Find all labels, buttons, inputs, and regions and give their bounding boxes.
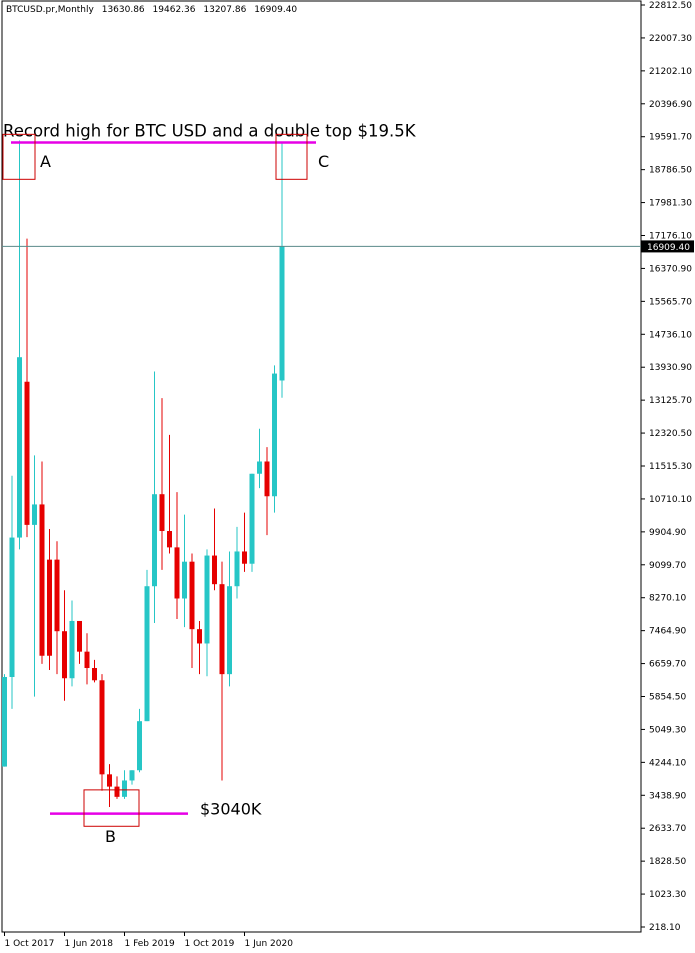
- open-value: 13630.86: [101, 5, 145, 15]
- current-price-tag: [641, 240, 694, 253]
- y-tick-label: 2633.70: [649, 824, 686, 834]
- candle-body: [167, 531, 172, 548]
- y-tick-label: 3438.90: [649, 791, 686, 801]
- y-tick-label: 218.10: [649, 923, 681, 933]
- candle-body: [219, 584, 225, 675]
- label-b: B: [105, 827, 116, 846]
- candle-body: [212, 555, 217, 585]
- candle-body: [24, 381, 30, 525]
- candle-body: [47, 559, 52, 656]
- box-c: [275, 133, 308, 180]
- y-tick-label: 1828.50: [649, 857, 686, 867]
- label-c: C: [318, 152, 329, 171]
- y-tick-label: 13930.90: [649, 363, 692, 373]
- symbol-label: BTCUSD.pr,Monthly: [6, 5, 94, 15]
- candle-body: [77, 620, 82, 652]
- close-value: 16909.40: [254, 5, 298, 15]
- candle-body: [92, 668, 97, 681]
- y-tick-label: 9904.90: [649, 528, 686, 538]
- x-tick-label: 1 Oct 2019: [185, 939, 235, 949]
- candle-body: [39, 504, 45, 656]
- candle-body: [227, 586, 232, 675]
- candle-body: [122, 780, 127, 797]
- x-tick-label: 1 Oct 2017: [5, 939, 55, 949]
- candle-body: [99, 680, 105, 775]
- y-tick-label: 8270.10: [649, 594, 686, 604]
- candle-body: [174, 547, 180, 599]
- y-tick-label: 18786.50: [649, 166, 692, 176]
- candle-body: [159, 494, 165, 532]
- y-tick-label: 17981.30: [649, 199, 692, 209]
- current-price-label: 16909.40: [647, 243, 690, 253]
- y-tick-label: 21202.10: [649, 67, 692, 77]
- candle-body: [129, 770, 135, 781]
- y-tick-label: 12320.50: [649, 429, 692, 439]
- x-tick-label: 1 Feb 2019: [125, 939, 176, 949]
- y-tick-label: 11515.30: [649, 462, 692, 472]
- low-annotation: $3040K: [200, 800, 262, 819]
- y-tick-label: 1023.30: [649, 890, 686, 900]
- candle-body: [84, 651, 90, 669]
- candle-body: [189, 561, 195, 630]
- candle-body: [54, 559, 60, 632]
- candle-body: [2, 677, 7, 767]
- y-tick-label: 5049.30: [649, 725, 686, 735]
- candle-body: [69, 620, 75, 679]
- y-tick-label: 17176.10: [649, 232, 692, 242]
- candle-body: [137, 721, 142, 771]
- candle-body: [242, 551, 247, 564]
- y-tick-label: 6659.70: [649, 660, 686, 670]
- candle-body: [107, 774, 112, 787]
- y-tick-label: 15565.70: [649, 297, 692, 307]
- y-tick-label: 22007.30: [649, 34, 692, 44]
- y-tick-label: 9099.70: [649, 561, 686, 571]
- candle-body: [279, 246, 285, 381]
- chart-header: BTCUSD.pr,Monthly 13630.86 19462.36 1320…: [6, 5, 302, 15]
- y-tick-label: 20396.90: [649, 100, 692, 110]
- high-value: 19462.36: [152, 5, 196, 15]
- y-tick-label: 13125.70: [649, 396, 692, 406]
- candle-body: [197, 629, 202, 644]
- candle-body: [249, 473, 255, 564]
- x-tick-label: 1 Jun 2018: [65, 939, 114, 949]
- candle-body: [234, 551, 240, 587]
- candle-body: [114, 786, 120, 797]
- box-a: [2, 133, 36, 180]
- y-tick-label: 14736.10: [649, 330, 692, 340]
- y-tick-label: 7464.90: [649, 627, 686, 637]
- candle-body: [264, 461, 270, 497]
- y-tick-label: 22812.50: [649, 1, 692, 11]
- candle-body: [152, 494, 157, 587]
- candle-body: [62, 631, 67, 679]
- x-tick-label: 1 Jun 2020: [245, 939, 294, 949]
- candle-body: [182, 561, 187, 599]
- low-value: 13207.86: [203, 5, 247, 15]
- candle-body: [17, 357, 22, 538]
- y-tick-label: 19591.70: [649, 133, 692, 143]
- y-tick-label: 4244.10: [649, 758, 686, 768]
- record-high-annotation: Record high for BTC USD and a double top…: [3, 122, 417, 141]
- candle-body: [32, 504, 37, 525]
- candle-body: [272, 373, 277, 497]
- candle-body: [257, 461, 262, 474]
- y-tick-label: 10710.10: [649, 495, 692, 505]
- y-tick-label: 16370.90: [649, 264, 692, 274]
- label-a: A: [40, 152, 51, 171]
- candle-body: [9, 537, 15, 678]
- y-tick-label: 5854.50: [649, 693, 686, 703]
- candle-body: [144, 586, 150, 722]
- box-b: [83, 789, 140, 827]
- candle-body: [204, 555, 210, 644]
- plot-frame: [1, 0, 642, 933]
